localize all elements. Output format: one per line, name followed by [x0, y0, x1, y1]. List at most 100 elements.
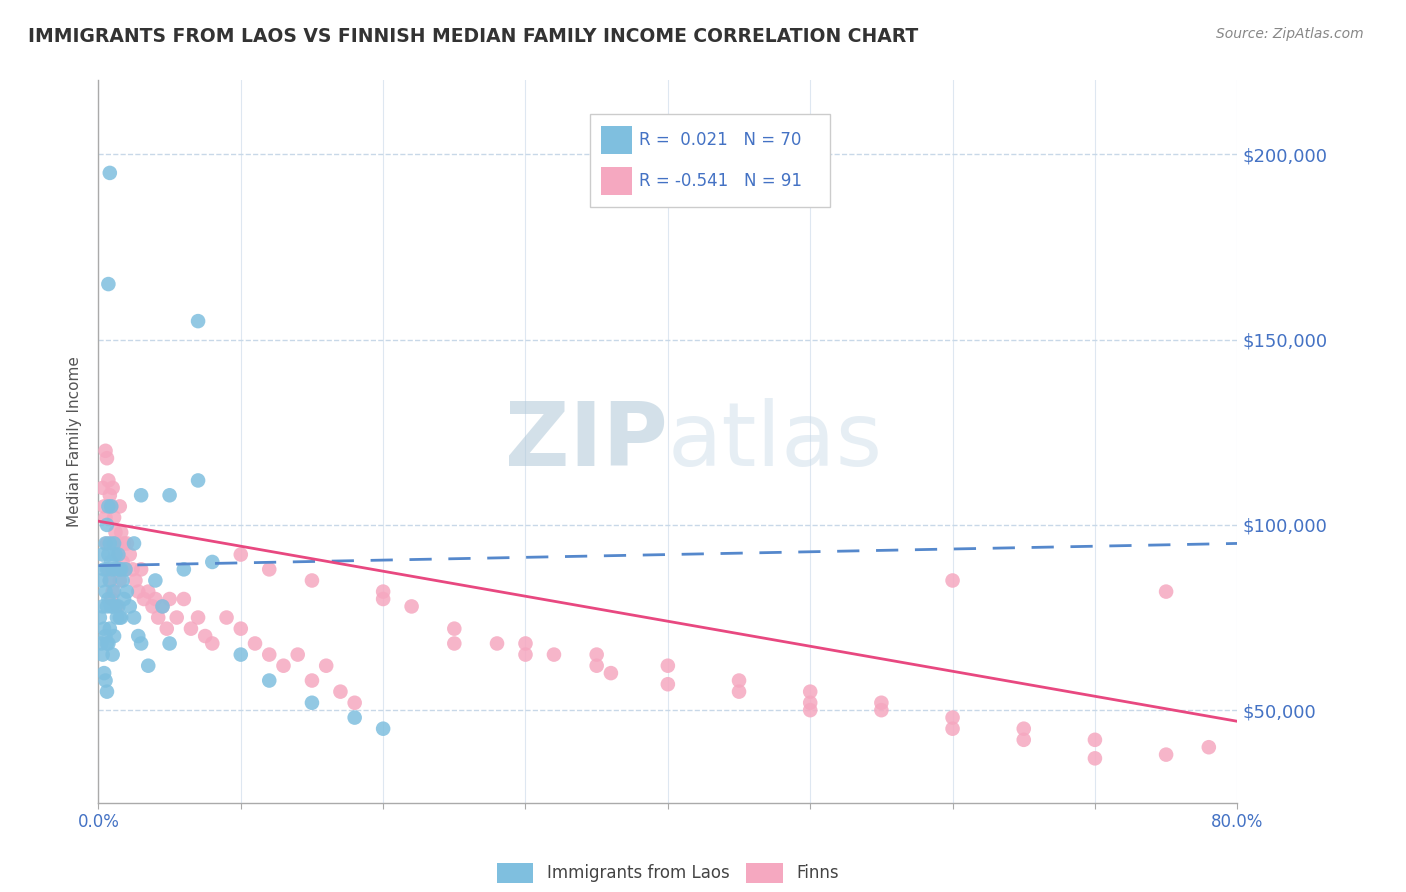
Point — [103, 536, 125, 550]
Point — [287, 648, 309, 662]
Point — [145, 592, 167, 607]
Point — [111, 574, 134, 588]
Point — [229, 648, 252, 662]
Point — [1154, 747, 1177, 762]
Point — [259, 673, 281, 688]
Point — [104, 599, 127, 614]
Point — [91, 648, 114, 662]
Point — [600, 666, 623, 681]
Point — [127, 584, 149, 599]
Point — [180, 622, 202, 636]
Point — [93, 622, 115, 636]
Point — [101, 599, 124, 614]
Point — [110, 525, 132, 540]
Point — [103, 510, 125, 524]
Point — [799, 703, 821, 717]
Point — [122, 610, 145, 624]
Point — [1012, 722, 1035, 736]
Point — [229, 622, 252, 636]
Point — [585, 648, 607, 662]
Point — [942, 574, 965, 588]
Text: ZIP: ZIP — [505, 398, 668, 485]
Point — [124, 574, 146, 588]
Point — [159, 636, 181, 650]
Text: atlas: atlas — [668, 398, 883, 485]
Point — [96, 684, 118, 698]
Point — [107, 599, 129, 614]
Point — [108, 562, 131, 576]
Point — [156, 622, 179, 636]
Point — [173, 562, 195, 576]
Point — [141, 599, 163, 614]
Point — [98, 488, 121, 502]
Point — [115, 584, 138, 599]
Point — [107, 548, 129, 562]
Point — [101, 648, 124, 662]
Point — [110, 562, 132, 576]
Text: R = -0.541   N = 91: R = -0.541 N = 91 — [640, 171, 801, 190]
Point — [112, 536, 135, 550]
Point — [215, 610, 238, 624]
Point — [315, 658, 337, 673]
Point — [243, 636, 266, 650]
Point — [97, 592, 120, 607]
Point — [94, 536, 117, 550]
Point — [91, 548, 114, 562]
Point — [97, 562, 120, 576]
Legend: Immigrants from Laos, Finns: Immigrants from Laos, Finns — [491, 855, 845, 889]
Point — [104, 562, 127, 576]
Point — [301, 673, 323, 688]
Point — [108, 574, 131, 588]
Point — [129, 488, 152, 502]
Point — [114, 562, 136, 576]
Point — [105, 562, 128, 576]
Point — [94, 584, 117, 599]
Point — [111, 555, 134, 569]
Point — [373, 592, 395, 607]
Point — [96, 636, 118, 650]
Point — [91, 599, 114, 614]
Point — [515, 636, 537, 650]
Point — [942, 722, 965, 736]
Point — [259, 562, 281, 576]
Y-axis label: Median Family Income: Median Family Income — [67, 356, 83, 527]
Point — [96, 562, 118, 576]
Point — [108, 500, 131, 514]
Point — [105, 599, 128, 614]
Point — [166, 610, 188, 624]
Text: IMMIGRANTS FROM LAOS VS FINNISH MEDIAN FAMILY INCOME CORRELATION CHART: IMMIGRANTS FROM LAOS VS FINNISH MEDIAN F… — [28, 27, 918, 45]
Point — [129, 562, 152, 576]
Point — [110, 610, 132, 624]
Point — [103, 584, 125, 599]
Point — [98, 622, 121, 636]
Point — [100, 592, 122, 607]
Point — [96, 599, 118, 614]
Point — [229, 548, 252, 562]
Point — [443, 622, 465, 636]
Point — [93, 666, 115, 681]
Point — [118, 548, 141, 562]
Point — [870, 703, 893, 717]
Point — [373, 722, 395, 736]
Point — [870, 696, 893, 710]
Point — [98, 574, 121, 588]
Point — [201, 636, 224, 650]
Point — [90, 574, 112, 588]
Point — [104, 525, 127, 540]
Point — [1154, 584, 1177, 599]
Point — [107, 548, 129, 562]
Point — [97, 548, 120, 562]
Point — [657, 658, 679, 673]
Point — [152, 599, 174, 614]
Point — [152, 599, 174, 614]
Point — [515, 648, 537, 662]
Point — [97, 277, 120, 291]
Point — [105, 610, 128, 624]
Point — [101, 584, 124, 599]
Point — [100, 500, 122, 514]
Point — [98, 166, 121, 180]
Point — [90, 636, 112, 650]
Point — [799, 684, 821, 698]
Point — [115, 536, 138, 550]
Point — [486, 636, 509, 650]
